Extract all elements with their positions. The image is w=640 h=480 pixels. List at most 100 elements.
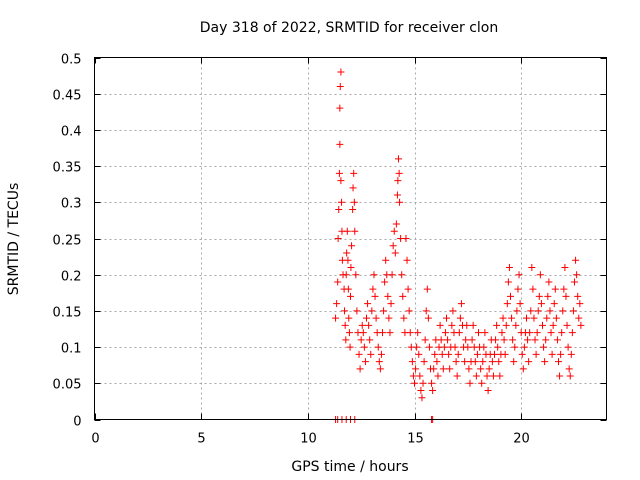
data-point bbox=[334, 278, 342, 286]
data-point bbox=[413, 343, 421, 351]
data-point bbox=[446, 365, 454, 373]
data-point bbox=[541, 358, 549, 366]
x-tick-label: 5 bbox=[197, 432, 205, 447]
data-point bbox=[455, 329, 463, 337]
y-tick-label: 0.05 bbox=[53, 378, 82, 393]
data-point bbox=[344, 256, 352, 264]
grid-lines bbox=[94, 57, 607, 420]
data-point bbox=[524, 336, 532, 344]
data-point bbox=[422, 307, 430, 315]
data-point bbox=[394, 177, 402, 185]
data-point bbox=[462, 336, 470, 344]
data-point bbox=[566, 372, 574, 380]
data-point bbox=[336, 104, 344, 112]
y-tick-label: 0 bbox=[73, 415, 81, 430]
data-point bbox=[349, 184, 357, 192]
data-point bbox=[404, 285, 412, 293]
data-point bbox=[518, 350, 526, 358]
data-point bbox=[395, 169, 403, 177]
data-point bbox=[388, 271, 396, 279]
data-point bbox=[472, 372, 480, 380]
data-point bbox=[390, 227, 398, 235]
data-point bbox=[484, 387, 492, 395]
data-point bbox=[564, 343, 572, 351]
data-point bbox=[479, 358, 487, 366]
data-point bbox=[345, 329, 353, 337]
y-tick-label: 0.1 bbox=[61, 342, 82, 357]
data-point bbox=[508, 314, 516, 322]
data-point bbox=[532, 350, 540, 358]
data-point bbox=[412, 365, 420, 373]
data-point bbox=[536, 271, 544, 279]
data-point bbox=[504, 278, 512, 286]
data-point bbox=[540, 343, 548, 351]
data-point bbox=[485, 365, 493, 373]
data-point bbox=[473, 350, 481, 358]
data-point bbox=[392, 220, 400, 228]
data-point bbox=[495, 358, 503, 366]
data-point bbox=[544, 292, 552, 300]
data-point bbox=[439, 365, 447, 373]
data-point bbox=[428, 379, 436, 387]
data-point bbox=[465, 365, 473, 373]
data-point bbox=[335, 206, 343, 214]
data-point bbox=[514, 285, 522, 293]
data-point bbox=[503, 300, 511, 308]
data-point bbox=[376, 365, 384, 373]
data-point bbox=[454, 350, 462, 358]
data-point bbox=[452, 358, 460, 366]
data-point bbox=[430, 365, 438, 373]
data-point bbox=[377, 350, 385, 358]
data-point bbox=[528, 263, 536, 271]
data-point bbox=[424, 314, 432, 322]
data-point bbox=[560, 285, 568, 293]
data-point bbox=[567, 350, 575, 358]
data-point bbox=[457, 300, 465, 308]
data-point bbox=[515, 271, 523, 279]
data-point bbox=[543, 314, 551, 322]
data-point bbox=[475, 329, 482, 337]
data-point bbox=[569, 307, 577, 315]
data-point bbox=[421, 336, 429, 344]
data-point bbox=[343, 227, 351, 235]
data-point bbox=[477, 365, 485, 373]
data-point bbox=[445, 350, 453, 358]
data-point bbox=[342, 336, 350, 344]
data-point bbox=[425, 343, 433, 351]
data-point bbox=[453, 372, 461, 380]
data-point bbox=[469, 321, 477, 329]
data-point bbox=[535, 292, 543, 300]
x-tick-label: 15 bbox=[407, 432, 424, 447]
data-point bbox=[403, 256, 411, 264]
data-point bbox=[333, 300, 341, 308]
data-point bbox=[507, 292, 514, 300]
data-point bbox=[350, 169, 358, 177]
data-point bbox=[556, 372, 564, 380]
y-tick-label: 0.2 bbox=[61, 270, 82, 285]
data-point bbox=[505, 263, 513, 271]
data-point bbox=[359, 329, 367, 337]
x-axis-label: GPS time / hours bbox=[291, 459, 408, 475]
data-point bbox=[499, 314, 507, 322]
data-point bbox=[337, 177, 345, 185]
data-points bbox=[332, 68, 585, 423]
data-point bbox=[500, 336, 508, 344]
data-point bbox=[385, 314, 393, 322]
data-point bbox=[498, 329, 506, 337]
data-point bbox=[406, 329, 414, 337]
data-point bbox=[353, 307, 361, 315]
data-point bbox=[415, 350, 423, 358]
data-point bbox=[341, 321, 349, 329]
x-tick-label: 0 bbox=[91, 432, 99, 447]
data-point bbox=[545, 278, 553, 286]
data-point bbox=[449, 307, 457, 315]
data-point bbox=[336, 82, 344, 90]
data-point bbox=[481, 329, 489, 337]
data-point bbox=[492, 336, 500, 344]
y-tick-labels: 0 0.05 0.1 0.15 0.2 0.25 0.3 0.35 0.4 0.45 0.5 bbox=[53, 53, 82, 430]
data-point bbox=[565, 365, 573, 373]
data-point bbox=[382, 256, 390, 264]
data-point bbox=[379, 329, 386, 337]
data-point bbox=[552, 314, 560, 322]
data-point bbox=[368, 307, 376, 315]
